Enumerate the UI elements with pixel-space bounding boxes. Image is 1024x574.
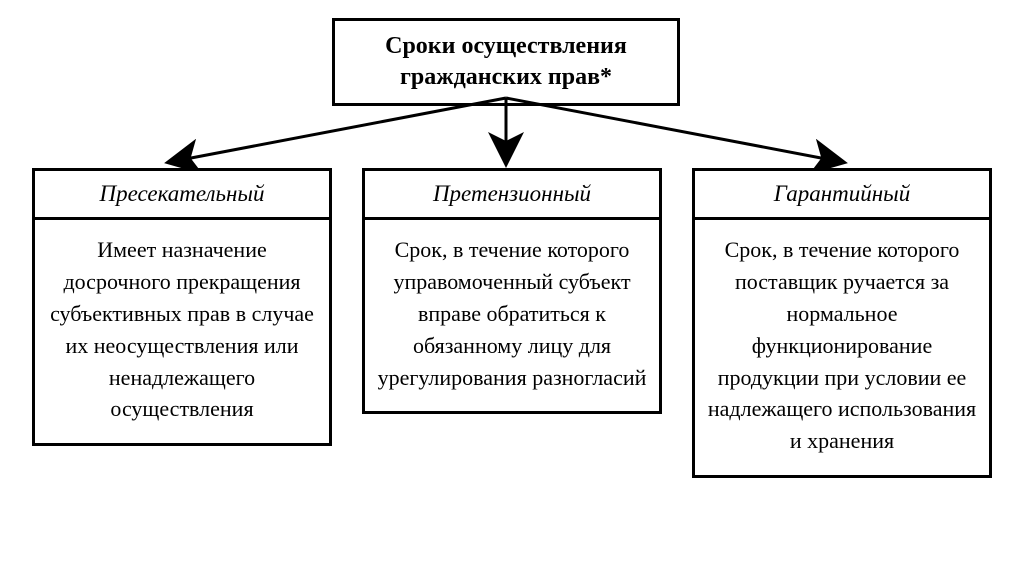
- child-node-1: ПретензионныйСрок, в течение которого уп…: [362, 168, 662, 414]
- child-node-0: ПресекательныйИмеет назначение досрочног…: [32, 168, 332, 446]
- child-title: Пресекательный: [35, 171, 329, 220]
- child-body: Срок, в течение которого управомоченный …: [365, 220, 659, 411]
- root-title: Сроки осуществления гражданских прав*: [385, 33, 627, 90]
- child-body: Срок, в течение которого поставщик ручае…: [695, 220, 989, 475]
- child-body: Имеет назначение досрочного прекращения …: [35, 220, 329, 443]
- child-title: Гарантийный: [695, 171, 989, 220]
- child-node-2: ГарантийныйСрок, в течение которого пост…: [692, 168, 992, 478]
- root-node: Сроки осуществления гражданских прав*: [332, 18, 680, 106]
- child-title: Претензионный: [365, 171, 659, 220]
